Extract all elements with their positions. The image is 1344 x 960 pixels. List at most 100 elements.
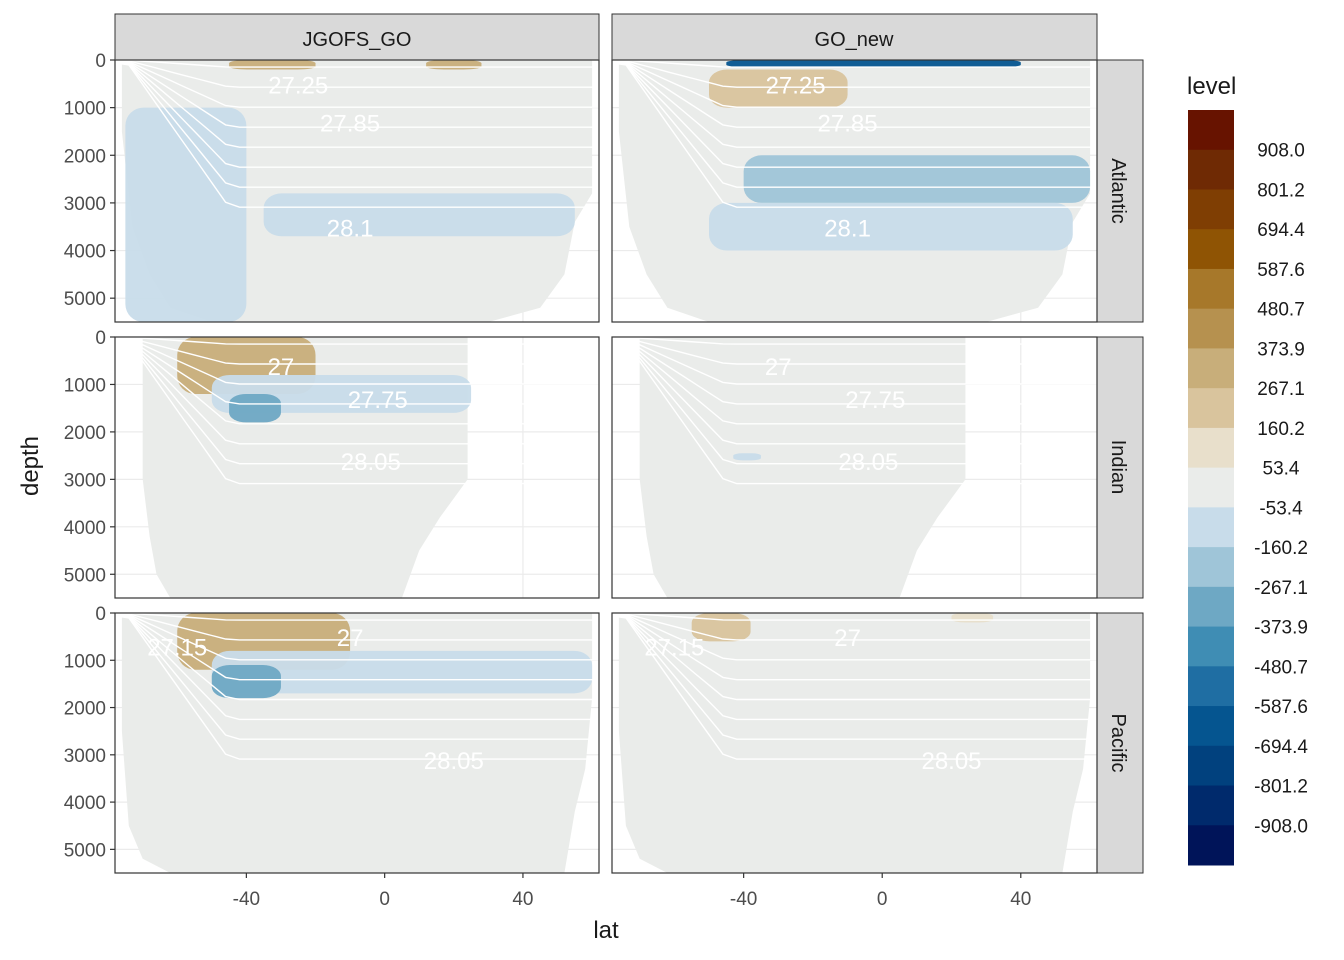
contour-line bbox=[115, 60, 599, 128]
contour-label: 28.05 bbox=[424, 748, 484, 775]
strip-row-2-label: Pacific bbox=[1107, 714, 1129, 773]
strip-row-1-label: Indian bbox=[1107, 440, 1129, 495]
legend-swatch bbox=[1188, 666, 1234, 707]
y-tick-label: 4000 bbox=[64, 793, 106, 814]
legend-label: 480.7 bbox=[1257, 300, 1305, 321]
anomaly-region-2 bbox=[211, 665, 281, 699]
contour-line bbox=[115, 61, 599, 168]
legend-label: -373.9 bbox=[1254, 618, 1308, 639]
legend-label: 694.4 bbox=[1257, 220, 1305, 241]
contour-line bbox=[612, 60, 1097, 68]
contour-line bbox=[115, 613, 599, 621]
strip-col-1-label: GO_new bbox=[815, 29, 894, 51]
legend-swatch bbox=[1188, 626, 1234, 667]
anomaly-region-2 bbox=[125, 107, 247, 322]
anomaly-region-0 bbox=[229, 60, 316, 70]
legend-label: 373.9 bbox=[1257, 339, 1305, 360]
legend-label: -267.1 bbox=[1254, 578, 1308, 599]
legend-swatch bbox=[1188, 745, 1234, 787]
y-tick-label: 0 bbox=[95, 604, 106, 625]
contour-line bbox=[612, 337, 1097, 345]
legend-swatch bbox=[1188, 268, 1234, 310]
legend-swatch bbox=[1188, 586, 1234, 628]
legend-label: 160.2 bbox=[1257, 419, 1305, 440]
legend-label: -908.0 bbox=[1254, 816, 1308, 837]
y-tick-label: 5000 bbox=[64, 840, 106, 861]
legend-label: -587.6 bbox=[1254, 697, 1308, 718]
panel-border bbox=[611, 59, 1098, 323]
contour-line bbox=[115, 338, 599, 445]
contour-line bbox=[115, 61, 599, 188]
strip-col-0-label: JGOFS_GO bbox=[303, 29, 412, 51]
y-tick-label: 2000 bbox=[64, 423, 106, 444]
strip-col-1 bbox=[611, 13, 1098, 61]
contour-label: 28.05 bbox=[838, 449, 898, 476]
contour-line bbox=[612, 61, 1097, 188]
contour-line bbox=[115, 61, 599, 148]
contour-label: 27 bbox=[834, 625, 861, 652]
x-tick-label: -40 bbox=[730, 889, 757, 910]
legend: level 908.0 801.2 694.4 587.6 480.7 373.9 267.… bbox=[1187, 73, 1308, 866]
legend-swatch bbox=[1188, 427, 1234, 469]
legend-swatch bbox=[1188, 825, 1234, 866]
legend-swatch bbox=[1188, 229, 1234, 270]
contour-label: 27.75 bbox=[845, 387, 905, 414]
strip-row-1 bbox=[1096, 336, 1144, 599]
contour-line bbox=[115, 613, 599, 661]
legend-label: -694.4 bbox=[1254, 737, 1308, 758]
y-axis-title: depth bbox=[17, 436, 44, 496]
contour-label: 27.15 bbox=[644, 635, 704, 662]
contour-line bbox=[612, 337, 1097, 365]
contour-line bbox=[612, 337, 1097, 385]
legend-label: 587.6 bbox=[1257, 260, 1305, 281]
anomaly-region-2 bbox=[229, 393, 281, 423]
anomaly-region-2 bbox=[743, 155, 1091, 203]
facet-panels: 27.2527.8528.101000200030004000500027.25… bbox=[64, 51, 1098, 910]
x-tick-label: 0 bbox=[877, 889, 888, 910]
y-tick-label: 4000 bbox=[64, 242, 106, 263]
anomaly-region-0 bbox=[726, 60, 1021, 68]
y-tick-label: 5000 bbox=[64, 565, 106, 586]
anomaly-region-0 bbox=[733, 453, 761, 461]
anomaly-region-4 bbox=[847, 250, 1021, 308]
x-tick-label: -40 bbox=[233, 889, 260, 910]
y-tick-label: 3000 bbox=[64, 470, 106, 491]
contour-line bbox=[612, 613, 1097, 621]
y-tick-label: 2000 bbox=[64, 146, 106, 167]
contour-line bbox=[612, 61, 1097, 148]
legend-label: -480.7 bbox=[1254, 657, 1308, 678]
legend-swatch bbox=[1188, 348, 1234, 389]
contour-label: 27.25 bbox=[268, 72, 328, 99]
panel-border bbox=[611, 612, 1098, 874]
contour-line bbox=[612, 614, 1097, 740]
contour-line bbox=[115, 337, 599, 405]
contour-label: 27.25 bbox=[766, 72, 826, 99]
y-tick-label: 0 bbox=[95, 328, 106, 349]
contour-line bbox=[612, 338, 1097, 445]
panel-border bbox=[114, 612, 600, 874]
contour-line bbox=[115, 339, 599, 485]
contour-line bbox=[115, 615, 599, 760]
legend-label: 267.1 bbox=[1257, 379, 1305, 400]
contour-line bbox=[115, 62, 599, 208]
contour-line bbox=[612, 614, 1097, 721]
contour-label: 27.15 bbox=[147, 635, 207, 662]
contour-line bbox=[115, 613, 599, 681]
panel-indian-jgofs_go: 27 27.75 28.05 0 1000 2000 3000 4000 5000 bbox=[64, 328, 600, 599]
contour-label: 27.75 bbox=[348, 387, 408, 414]
panel-pacific-jgofs_go: 27.15 27 28.05 0 1000 2000 3000 4000 5000 -40 0 40 bbox=[64, 604, 600, 910]
y-tick-label: 1000 bbox=[64, 651, 106, 672]
contour-line bbox=[115, 60, 599, 88]
y-tick-label: 5000 bbox=[64, 289, 106, 310]
legend-title: level bbox=[1187, 73, 1236, 100]
contour-line bbox=[612, 615, 1097, 760]
legend-label: -801.2 bbox=[1254, 777, 1308, 798]
legend-swatch bbox=[1188, 785, 1234, 826]
legend-label: 53.4 bbox=[1263, 459, 1300, 480]
panel-border bbox=[114, 59, 600, 323]
y-tick-label: 3000 bbox=[64, 746, 106, 767]
contour-label: 28.05 bbox=[921, 748, 981, 775]
contour-line bbox=[612, 61, 1097, 168]
anomaly-region-1 bbox=[709, 69, 848, 108]
